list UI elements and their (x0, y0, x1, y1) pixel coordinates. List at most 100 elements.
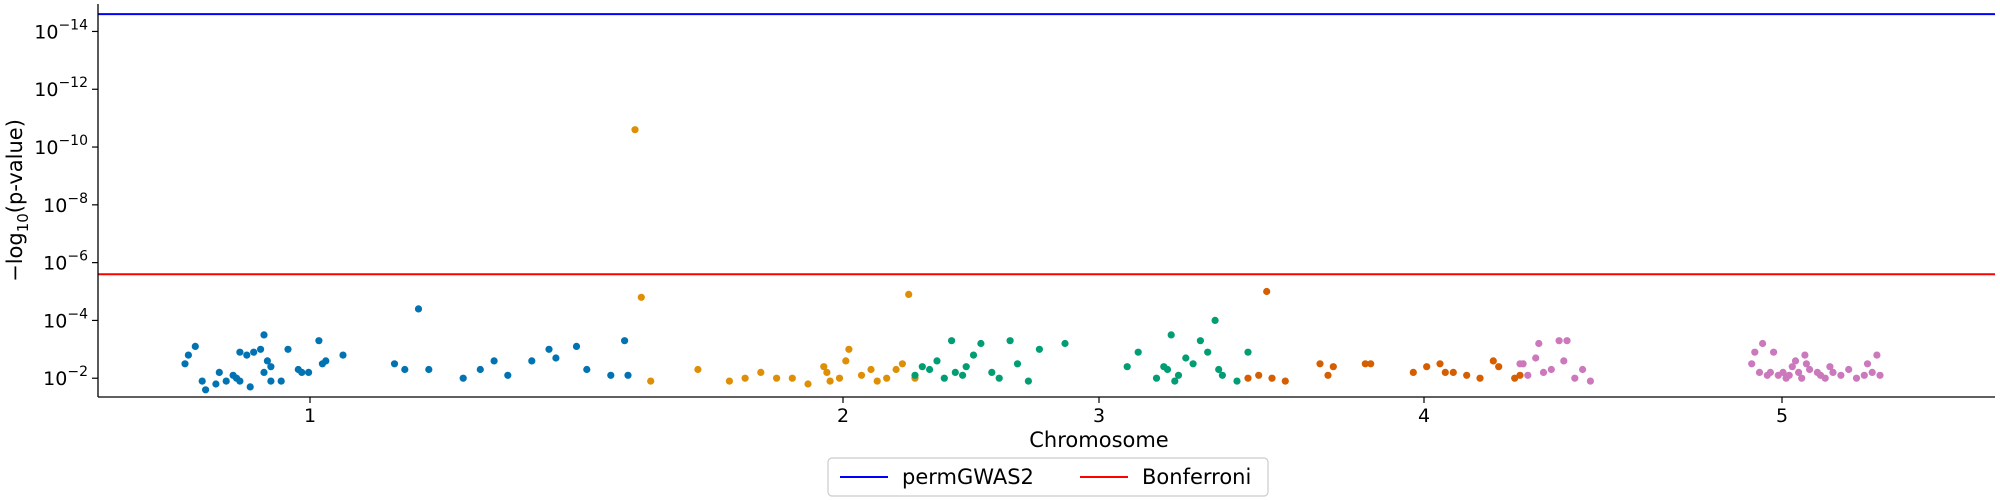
data-point-chr3 (933, 357, 941, 365)
data-point-chr5 (1798, 374, 1806, 382)
data-point-chr3 (1218, 371, 1226, 379)
data-point-chr4 (1367, 360, 1375, 368)
data-point-chr3 (1171, 377, 1179, 385)
data-point-chr1 (263, 357, 271, 365)
data-point-chr3 (969, 351, 978, 359)
data-point-chr3 (977, 339, 985, 348)
data-point-chr3 (1024, 377, 1032, 385)
x-tick-label: 5 (1776, 405, 1788, 427)
data-point-chr2 (826, 377, 834, 385)
data-point-chr5 (1751, 348, 1759, 356)
data-point-chr4 (1511, 374, 1519, 382)
data-point-chr1 (222, 377, 230, 385)
data-point-chr2 (631, 126, 639, 134)
y-tick-label: 10−8 (43, 191, 88, 217)
data-point-chr4 (1281, 377, 1289, 385)
data-point-chr1 (552, 354, 560, 362)
data-point-chr5 (1571, 374, 1579, 382)
y-axis-title: −log10(p-value) (3, 119, 32, 282)
data-point-chr2 (647, 377, 655, 385)
data-point-chr5 (1579, 365, 1587, 374)
data-point-chr3 (1174, 371, 1183, 379)
data-point-chr1 (315, 337, 323, 345)
data-point-chr2 (883, 374, 891, 382)
data-point-chr3 (1233, 377, 1241, 385)
data-point-chr2 (873, 377, 881, 385)
legend-label-bonferroni: Bonferroni (1142, 465, 1251, 489)
data-point-chr4 (1329, 363, 1337, 371)
data-point-chr2 (741, 374, 749, 382)
y-tick-label: 10−12 (34, 75, 88, 101)
data-point-chr5 (1755, 368, 1764, 376)
data-point-chr2 (773, 374, 781, 382)
data-point-chr1 (459, 374, 467, 382)
data-point-chr5 (1802, 360, 1810, 368)
y-tick-label: 10−14 (34, 17, 88, 43)
data-point-chr2 (820, 363, 828, 371)
data-point-chr5 (1535, 339, 1543, 348)
data-point-chr4 (1423, 363, 1431, 371)
data-point-chr4 (1463, 371, 1471, 379)
data-point-chr1 (202, 386, 210, 394)
data-point-chr5 (1586, 377, 1594, 385)
data-point-chr5 (1766, 368, 1774, 376)
data-point-chr3 (1189, 360, 1197, 368)
data-point-chr2 (835, 374, 844, 382)
data-point-chr3 (1134, 348, 1142, 356)
data-point-chr5 (1801, 351, 1809, 359)
data-point-chr4 (1268, 374, 1276, 382)
data-point-chr1 (284, 345, 292, 353)
data-point-chr2 (788, 374, 796, 382)
data-point-chr4 (1361, 360, 1369, 368)
y-tick-label: 10−10 (34, 133, 88, 159)
data-point-chr1 (191, 342, 199, 350)
data-point-chr2 (804, 380, 812, 388)
data-point-chr3 (1163, 365, 1172, 374)
data-point-chr5 (1826, 363, 1834, 371)
data-point-chr4 (1489, 357, 1497, 365)
data-point-chr1 (414, 305, 423, 313)
data-point-chr5 (1785, 371, 1793, 379)
data-point-chr1 (215, 368, 223, 376)
data-point-chr1 (260, 331, 268, 339)
data-point-chr5 (1563, 337, 1571, 345)
data-point-chr5 (1837, 371, 1845, 379)
data-point-chr5 (1779, 368, 1787, 376)
data-point-chr5 (1863, 360, 1872, 368)
x-tick-label: 1 (304, 405, 316, 427)
data-point-chr4 (1495, 363, 1503, 371)
data-point-chr3 (926, 365, 934, 374)
data-point-chr2 (694, 365, 702, 374)
data-point-chr1 (298, 368, 306, 376)
legend-label-permgwas2: permGWAS2 (902, 465, 1034, 489)
data-point-chr1 (572, 342, 581, 350)
data-point-chr1 (528, 357, 536, 365)
data-point-chr5 (1748, 360, 1756, 368)
data-point-chr5 (1829, 368, 1837, 376)
data-point-chr1 (401, 365, 409, 374)
data-point-chr1 (181, 360, 189, 368)
data-point-chr2 (845, 345, 853, 353)
data-point-chr5 (1770, 348, 1778, 356)
data-point-chr5 (1519, 360, 1527, 368)
data-point-chr3 (918, 363, 926, 371)
data-point-chr3 (995, 374, 1003, 382)
data-point-chr5 (1560, 357, 1568, 365)
data-point-chr2 (757, 368, 765, 376)
data-point-chr4 (1476, 374, 1484, 382)
data-point-chr1 (607, 371, 615, 379)
x-tick-label: 4 (1418, 405, 1430, 427)
data-point-chr2 (842, 357, 850, 365)
data-point-chr5 (1806, 365, 1814, 374)
x-tick-label: 2 (837, 405, 849, 427)
data-point-chr1 (322, 357, 330, 365)
data-point-chr5 (1555, 337, 1563, 345)
data-point-chr3 (1204, 348, 1212, 356)
data-point-chr1 (260, 368, 268, 376)
data-point-chr1 (624, 371, 632, 379)
data-point-chr1 (184, 351, 192, 359)
data-point-chr3 (1035, 345, 1043, 353)
data-point-chr3 (1215, 365, 1223, 374)
data-point-chr5 (1524, 371, 1532, 379)
